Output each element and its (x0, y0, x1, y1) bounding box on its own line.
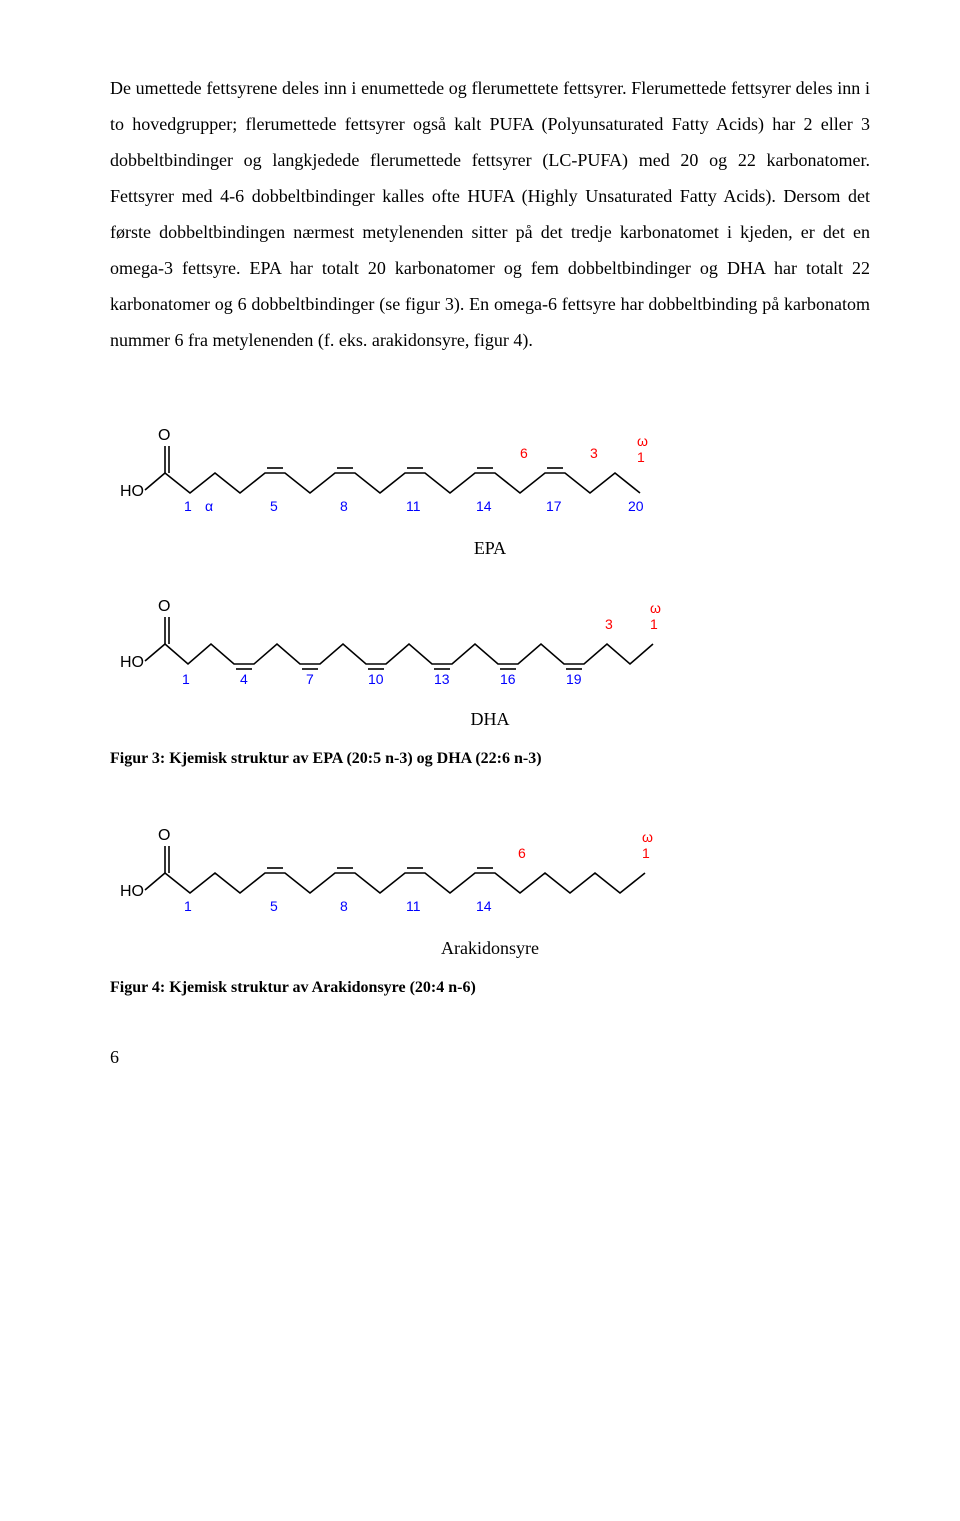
epa-backbone (165, 473, 640, 493)
epa-alpha: α (205, 498, 213, 514)
dha-c10: 10 (368, 671, 384, 687)
ara-omega: ω (642, 829, 653, 845)
ara-w6: 6 (518, 845, 526, 861)
dha-c19: 19 (566, 671, 582, 687)
dha-backbone (165, 644, 653, 664)
ara-ho: HO (120, 883, 144, 900)
dha-c16: 16 (500, 671, 516, 687)
figure-ara: HO O 1 5 8 11 14 6 ω 1 Arakidonsyre Figu… (110, 818, 870, 997)
epa-o: O (158, 427, 170, 444)
epa-w1: 1 (637, 449, 645, 465)
epa-w3: 3 (590, 445, 598, 461)
dha-ho: HO (120, 654, 144, 671)
ara-backbone (165, 873, 645, 893)
ara-c8: 8 (340, 898, 348, 914)
dha-w3: 3 (605, 616, 613, 632)
ara-c11: 11 (406, 898, 421, 914)
ara-o: O (158, 827, 170, 844)
ara-c5: 5 (270, 898, 278, 914)
epa-c17: 17 (546, 498, 562, 514)
epa-c14: 14 (476, 498, 492, 514)
dha-c7: 7 (306, 671, 314, 687)
epa-w6: 6 (520, 445, 528, 461)
dha-c4: 4 (240, 671, 248, 687)
epa-label: EPA (110, 538, 870, 559)
ara-c14: 14 (476, 898, 492, 914)
epa-ho: HO (120, 483, 144, 500)
body-paragraph: De umettede fettsyrene deles inn i enume… (110, 70, 870, 358)
epa-c8: 8 (340, 498, 348, 514)
dha-label: DHA (110, 709, 870, 730)
dha-c13: 13 (434, 671, 450, 687)
epa-c11: 11 (406, 498, 421, 514)
caption-fig4: Figur 4: Kjemisk struktur av Arakidonsyr… (110, 979, 870, 997)
figure-epa: HO O 1 α 5 8 11 14 17 20 6 3 ω 1 EPA (110, 418, 870, 559)
ara-c1: 1 (184, 898, 192, 914)
epa-c1: 1 (184, 498, 192, 514)
dha-omega: ω (650, 600, 661, 616)
caption-fig3: Figur 3: Kjemisk struktur av EPA (20:5 n… (110, 750, 870, 768)
dha-structure-svg: HO O 1 4 7 10 13 16 19 3 ω 1 (110, 589, 870, 699)
epa-omega: ω (637, 433, 648, 449)
dha-c1: 1 (182, 671, 190, 687)
epa-c5: 5 (270, 498, 278, 514)
dha-o: O (158, 598, 170, 615)
ara-label: Arakidonsyre (110, 938, 870, 959)
page-number: 6 (110, 1047, 870, 1068)
epa-structure-svg: HO O 1 α 5 8 11 14 17 20 6 3 ω 1 (110, 418, 870, 528)
ara-structure-svg: HO O 1 5 8 11 14 6 ω 1 (110, 818, 870, 928)
figure-dha: HO O 1 4 7 10 13 16 19 3 ω 1 DHA Figur 3… (110, 589, 870, 768)
ara-w1: 1 (642, 845, 650, 861)
epa-c20: 20 (628, 498, 644, 514)
dha-w1: 1 (650, 616, 658, 632)
